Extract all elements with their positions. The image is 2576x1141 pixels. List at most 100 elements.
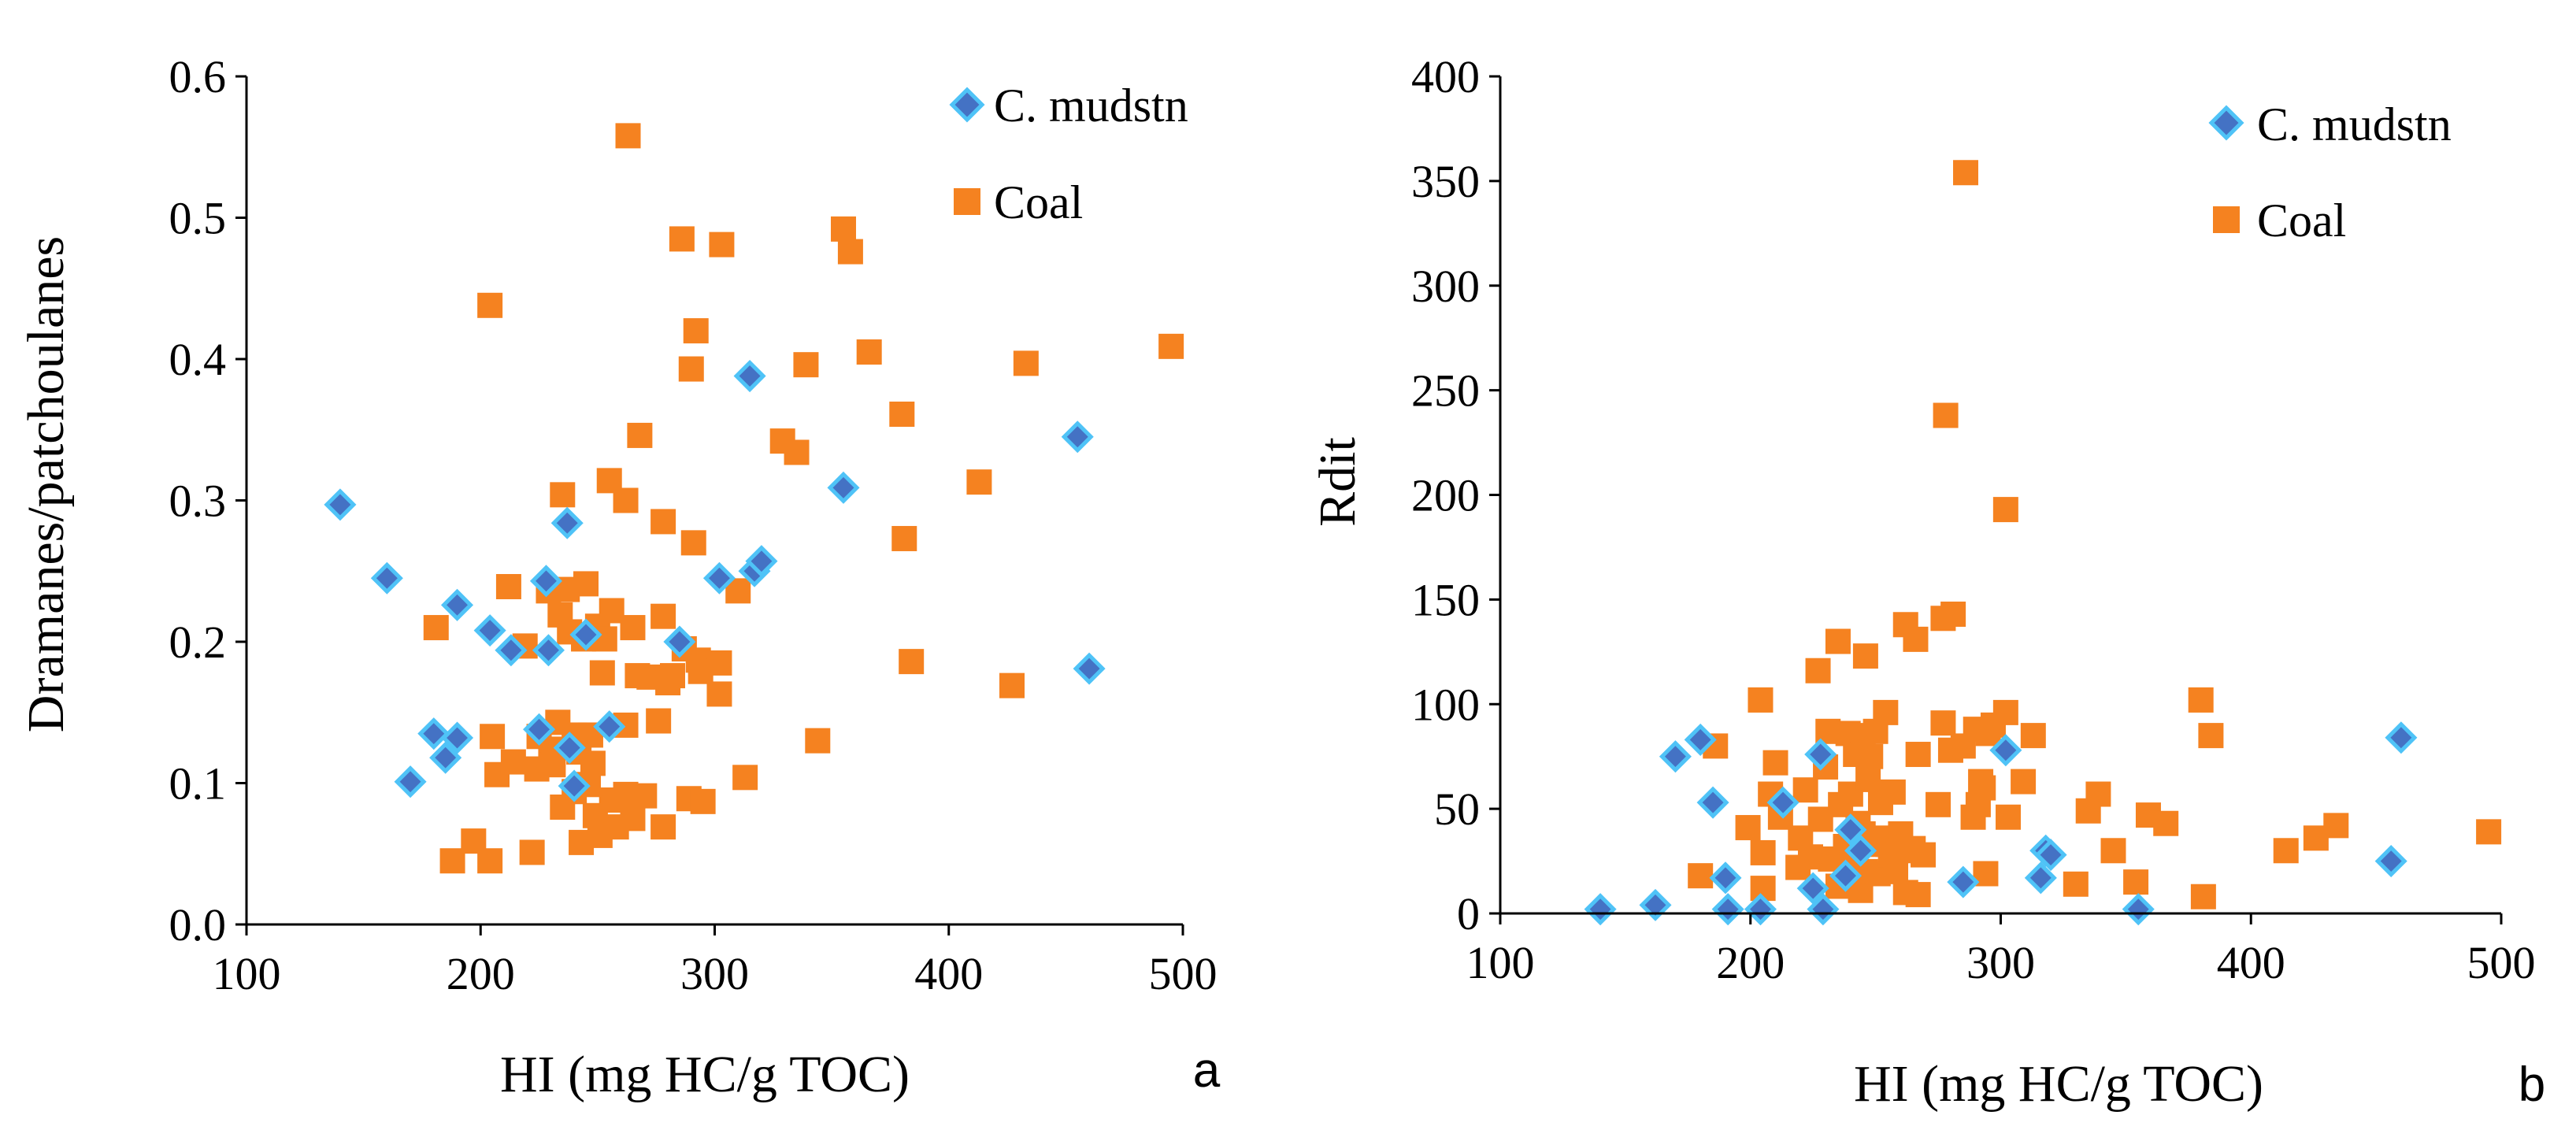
coal-point bbox=[2020, 723, 2046, 749]
mudstone-point bbox=[1073, 652, 1106, 685]
coal-point bbox=[1748, 687, 1774, 713]
coal-point bbox=[830, 216, 856, 242]
y-tick-label-b: 200 bbox=[1411, 470, 1480, 521]
coal-point bbox=[650, 509, 676, 535]
tick-labels-b: 0 50 100 150 200 250 300 350 400 100 200 300 400 500 bbox=[1411, 51, 2536, 988]
y-tick-label-b: 50 bbox=[1434, 784, 1480, 835]
coal-point bbox=[1930, 710, 1956, 736]
mudstone-point bbox=[1834, 813, 1867, 846]
y-tick-label-a: 0.5 bbox=[169, 193, 227, 244]
coal-point bbox=[589, 660, 615, 686]
coal-point bbox=[1953, 160, 1979, 186]
mudstone-point bbox=[2034, 839, 2067, 872]
mudstone-point bbox=[1639, 888, 1672, 921]
coal-point bbox=[1905, 882, 1931, 908]
coal-point bbox=[423, 615, 449, 641]
coal-point bbox=[646, 708, 672, 734]
mudstone-point bbox=[2374, 845, 2407, 878]
x-tick-label-b: 100 bbox=[1466, 937, 1535, 988]
tick-labels-a: 0.0 0.1 0.2 0.3 0.4 0.5 0.6 100 200 300 400 500 bbox=[169, 51, 1218, 999]
mudstone-point bbox=[1844, 834, 1877, 867]
coal-point bbox=[2476, 819, 2502, 845]
y-tick-label-a: 0.4 bbox=[169, 334, 227, 385]
coal-point bbox=[550, 482, 576, 508]
legend-label-mudstone-b: C. mudstn bbox=[2257, 98, 2452, 150]
coal-point bbox=[2123, 869, 2149, 895]
coal-point bbox=[2100, 838, 2126, 864]
mudstone-point bbox=[473, 614, 506, 647]
coal-point bbox=[1852, 643, 1878, 669]
legend-marker-coal-b bbox=[2213, 206, 2240, 233]
x-tick-label-a: 400 bbox=[914, 948, 983, 999]
coal-point bbox=[1762, 750, 1788, 776]
coal-point bbox=[519, 839, 545, 865]
x-tick-label-a: 100 bbox=[213, 948, 281, 999]
coal-point bbox=[1926, 791, 1951, 817]
y-tick-label-a: 0.3 bbox=[169, 476, 227, 527]
coal-point bbox=[1910, 842, 1936, 868]
mudstone-point bbox=[1696, 786, 1729, 819]
coal-point bbox=[856, 339, 882, 365]
coal-point bbox=[1158, 333, 1184, 359]
mudstone-point bbox=[827, 471, 860, 504]
x-tick-label-b: 200 bbox=[1716, 937, 1785, 988]
mudstone-point bbox=[532, 634, 565, 667]
x-axis-title-a: HI (mg HC/g TOC) bbox=[500, 1046, 910, 1103]
coal-point bbox=[706, 681, 732, 707]
mudstone-point bbox=[733, 360, 766, 393]
mudstone-point bbox=[553, 732, 586, 765]
mudstone-point bbox=[1711, 893, 1744, 926]
coal-point bbox=[805, 728, 831, 754]
mudstone-point bbox=[1709, 861, 1742, 895]
coal-point bbox=[632, 783, 658, 809]
x-tick-label-b: 300 bbox=[1966, 937, 2035, 988]
x-tick-label-a: 200 bbox=[447, 948, 515, 999]
coal-point bbox=[1873, 699, 1899, 725]
coal-point bbox=[2011, 769, 2037, 795]
coal-point bbox=[1805, 658, 1831, 683]
coal-point bbox=[1933, 402, 1959, 428]
mudstone-point bbox=[569, 618, 602, 651]
coal-point bbox=[966, 469, 992, 495]
mudstone-point bbox=[593, 710, 626, 743]
x-axis-title-b: HI (mg HC/g TOC) bbox=[1854, 1055, 2263, 1113]
coal-point bbox=[706, 650, 732, 676]
y-tick-label-b: 100 bbox=[1411, 679, 1480, 730]
coal-point bbox=[793, 352, 819, 378]
coal-point bbox=[1013, 350, 1039, 376]
coal-point bbox=[1688, 863, 1714, 889]
y-tick-label-a: 0.1 bbox=[169, 758, 227, 809]
mudstone-point bbox=[429, 741, 462, 774]
mudstone-point bbox=[1584, 893, 1617, 926]
mudstone-point bbox=[1989, 734, 2022, 767]
coal-point bbox=[477, 292, 503, 318]
coal-point bbox=[889, 402, 915, 428]
y-tick-label-a: 0.2 bbox=[169, 617, 227, 668]
coal-point bbox=[627, 422, 653, 448]
coal-point bbox=[680, 530, 706, 556]
legend-marker-mudstone-a bbox=[949, 87, 985, 123]
mudstone-point bbox=[1684, 723, 1717, 756]
coal-point bbox=[650, 814, 676, 840]
coal-point bbox=[678, 356, 704, 382]
y-tick-label-b: 300 bbox=[1411, 261, 1480, 312]
scatter-panel-b: Rdit HI (mg HC/g TOC) b 0 50 100 150 200 250 3… bbox=[1309, 51, 2545, 1113]
mudstone-point bbox=[663, 625, 696, 658]
legend-marker-coal-a bbox=[954, 188, 980, 215]
mudstone-point bbox=[440, 588, 474, 621]
mudstone-point bbox=[1829, 859, 1863, 892]
coal-point bbox=[500, 749, 526, 775]
coal-point bbox=[1970, 775, 1996, 801]
mudstone-point bbox=[370, 561, 403, 595]
mudstone-point bbox=[1766, 786, 1799, 819]
coal-point bbox=[477, 848, 503, 874]
coal-point bbox=[480, 724, 506, 750]
mudstone-point bbox=[1796, 872, 1829, 905]
mudstone-point bbox=[1807, 893, 1840, 926]
coal-point bbox=[1855, 766, 1881, 792]
coal-point bbox=[1750, 839, 1776, 865]
coal-point bbox=[709, 232, 735, 257]
mudstone-point bbox=[2024, 861, 2057, 895]
x-tick-label-b: 400 bbox=[2217, 937, 2285, 988]
mudstone-point bbox=[394, 765, 427, 798]
